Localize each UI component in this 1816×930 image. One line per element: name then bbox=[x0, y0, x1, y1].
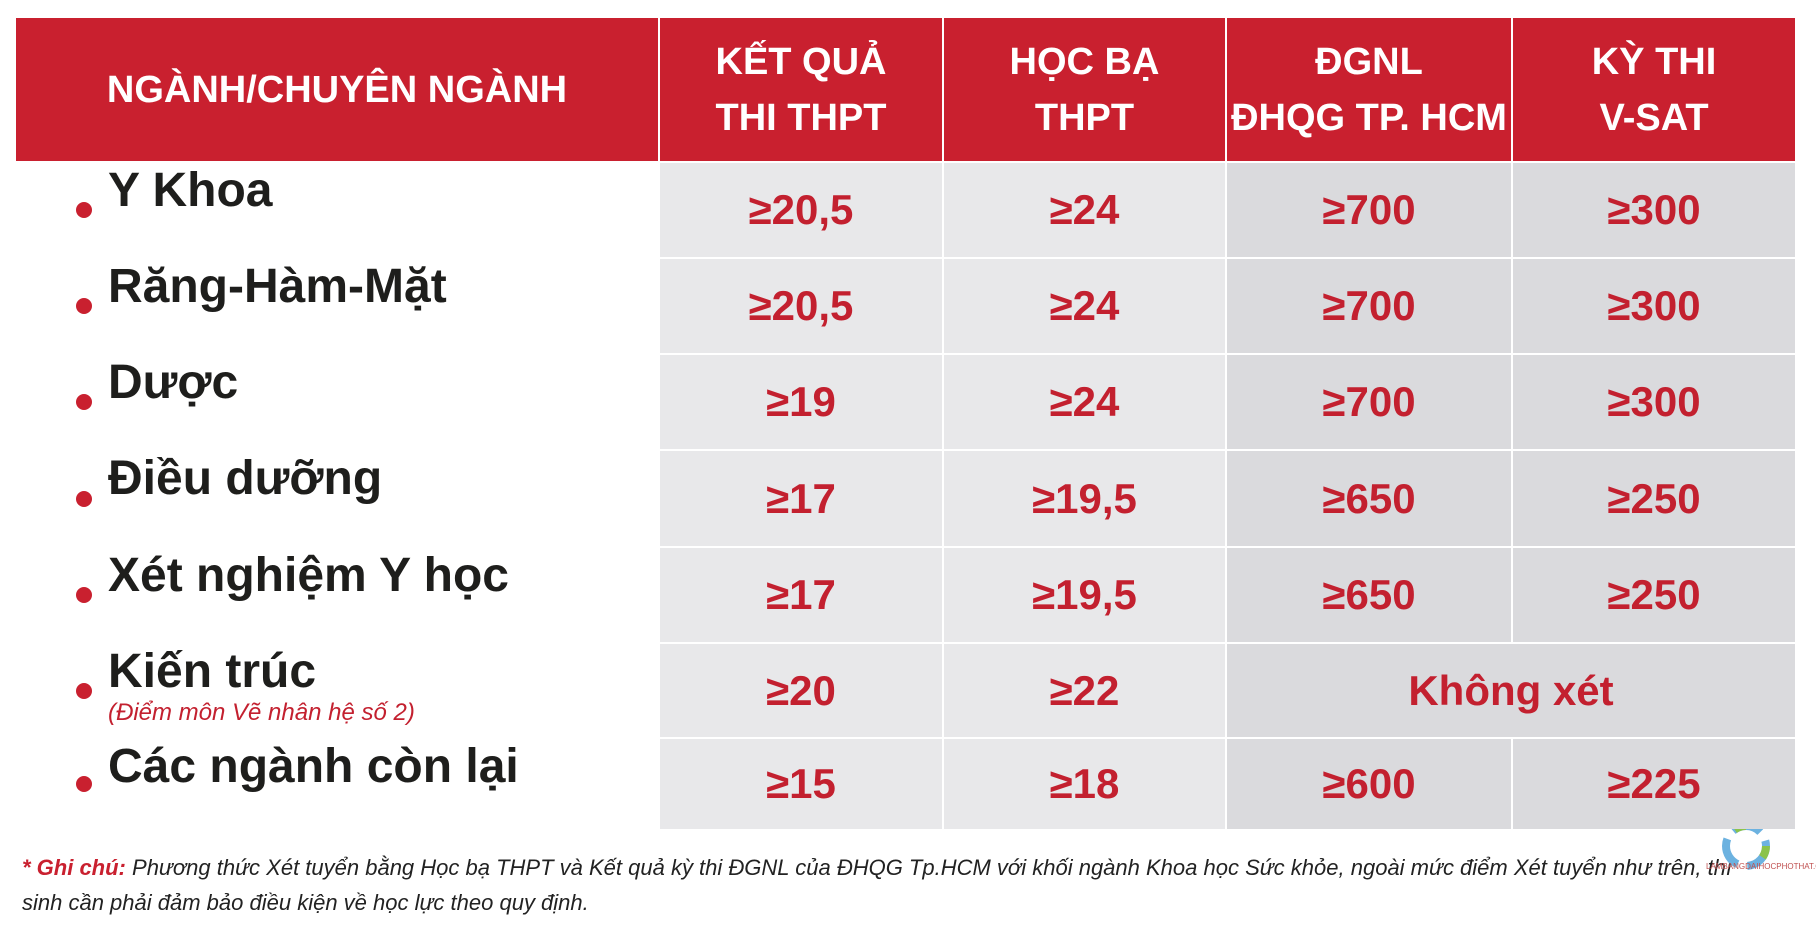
header-cell: NGÀNH/CHUYÊN NGÀNH bbox=[16, 18, 658, 161]
watermark: LAMBANGDAIHOCPHOTHAT.COM bbox=[1706, 862, 1816, 871]
score-cell: ≥24 bbox=[944, 163, 1225, 257]
score-cell: ≥19,5 bbox=[944, 548, 1225, 642]
score-cell: ≥600 bbox=[1227, 739, 1511, 829]
row-name-cell: Các ngành còn lại bbox=[16, 739, 658, 829]
row-name-cell: Y Khoa bbox=[16, 163, 658, 257]
score-cell: ≥650 bbox=[1227, 548, 1511, 642]
score-cell: ≥15 bbox=[660, 739, 942, 829]
bullet bbox=[76, 587, 92, 603]
bullet bbox=[76, 490, 92, 507]
score-cell: ≥17 bbox=[660, 548, 942, 642]
score-cell: ≥300 bbox=[1513, 355, 1795, 449]
bullet bbox=[76, 394, 92, 410]
bullet bbox=[76, 298, 92, 314]
header-cell: KỲ THI V-SAT bbox=[1513, 18, 1795, 161]
row-name: Kiến trúc bbox=[108, 645, 317, 698]
score-cell: ≥24 bbox=[944, 355, 1225, 449]
header-cell: ĐGNL ĐHQG TP. HCM bbox=[1227, 18, 1511, 161]
score-cell: ≥19 bbox=[660, 355, 942, 449]
score-cell: ≥300 bbox=[1513, 259, 1795, 353]
score-cell: ≥250 bbox=[1513, 548, 1795, 642]
score-cell: ≥300 bbox=[1513, 163, 1795, 257]
bullet bbox=[76, 776, 92, 792]
row-note: (Điểm môn Vẽ nhân hệ số 2) bbox=[108, 699, 415, 726]
score-cell: ≥20 bbox=[660, 644, 942, 737]
score-cell: ≥700 bbox=[1227, 355, 1511, 449]
row-name: Các ngành còn lại bbox=[108, 740, 519, 793]
score-cell: Không xét bbox=[1227, 644, 1795, 737]
score-cell: ≥650 bbox=[1227, 451, 1511, 546]
row-name: Xét nghiệm Y học bbox=[108, 549, 509, 602]
score-cell: ≥700 bbox=[1227, 259, 1511, 353]
row-name-cell: Răng-Hàm-Mặt bbox=[16, 259, 658, 353]
score-cell: ≥20,5 bbox=[660, 163, 942, 257]
row-name: Điều dưỡng bbox=[108, 452, 383, 505]
score-cell: ≥250 bbox=[1513, 451, 1795, 546]
score-cell: ≥20,5 bbox=[660, 259, 942, 353]
footnote: * Ghi chú: Phương thức Xét tuyển bằng Họ… bbox=[22, 850, 1762, 920]
score-cell: ≥225 bbox=[1513, 739, 1795, 829]
header-cell: HỌC BẠ THPT bbox=[944, 18, 1225, 161]
row-name-cell: Điều dưỡng bbox=[16, 451, 658, 546]
bullet bbox=[76, 202, 92, 218]
score-cell: ≥24 bbox=[944, 259, 1225, 353]
row-name: Dược bbox=[108, 356, 239, 409]
row-name: Y Khoa bbox=[108, 164, 273, 217]
footnote-label: * Ghi chú: bbox=[22, 855, 126, 880]
header-cell: KẾT QUẢ THI THPT bbox=[660, 18, 942, 161]
row-name: Răng-Hàm-Mặt bbox=[108, 260, 447, 313]
row-name-cell: Dược bbox=[16, 355, 658, 449]
footnote-text: Phương thức Xét tuyển bằng Học bạ THPT v… bbox=[22, 855, 1733, 915]
score-cell: ≥700 bbox=[1227, 163, 1511, 257]
row-name-cell: Xét nghiệm Y học bbox=[16, 548, 658, 642]
score-cell: ≥18 bbox=[944, 739, 1225, 829]
score-cell: ≥19,5 bbox=[944, 451, 1225, 546]
score-cell: ≥22 bbox=[944, 644, 1225, 737]
row-name-cell: Kiến trúc (Điểm môn Vẽ nhân hệ số 2) bbox=[16, 644, 658, 737]
bullet bbox=[76, 682, 92, 699]
score-cell: ≥17 bbox=[660, 451, 942, 546]
